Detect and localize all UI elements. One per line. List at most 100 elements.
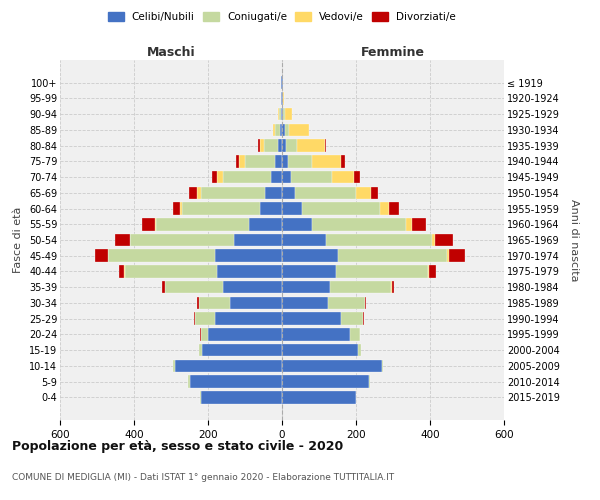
Bar: [156, 218, 249, 230]
Bar: [230, 296, 282, 309]
Bar: [369, 376, 370, 388]
Bar: [335, 265, 428, 278]
Bar: [190, 376, 282, 388]
Bar: [199, 296, 230, 309]
Bar: [279, 108, 281, 120]
Bar: [291, 171, 332, 183]
Bar: [217, 265, 282, 278]
Bar: [275, 155, 282, 168]
Bar: [236, 155, 239, 168]
Bar: [278, 140, 282, 152]
Bar: [173, 360, 175, 372]
Bar: [190, 186, 197, 199]
Bar: [223, 281, 282, 293]
Bar: [282, 234, 326, 246]
Bar: [239, 155, 245, 168]
Bar: [283, 92, 284, 104]
Bar: [200, 391, 282, 404]
Bar: [380, 202, 389, 215]
Bar: [125, 265, 217, 278]
Bar: [200, 328, 208, 340]
Bar: [371, 186, 378, 199]
Bar: [108, 250, 215, 262]
Bar: [281, 92, 282, 104]
Bar: [202, 344, 282, 356]
Bar: [389, 202, 398, 215]
Bar: [282, 171, 291, 183]
Bar: [429, 265, 436, 278]
Bar: [215, 250, 282, 262]
Bar: [446, 250, 449, 262]
Bar: [281, 76, 282, 89]
Bar: [249, 218, 282, 230]
Bar: [449, 250, 465, 262]
Y-axis label: Anni di nascita: Anni di nascita: [569, 198, 579, 281]
Bar: [302, 202, 380, 215]
Bar: [197, 186, 200, 199]
Bar: [166, 281, 223, 293]
Bar: [260, 202, 282, 215]
Bar: [325, 140, 326, 152]
Bar: [392, 281, 394, 293]
Bar: [282, 155, 287, 168]
Bar: [283, 108, 285, 120]
Bar: [432, 234, 435, 246]
Bar: [282, 108, 283, 120]
Bar: [208, 328, 282, 340]
Bar: [280, 124, 282, 136]
Bar: [282, 265, 335, 278]
Bar: [282, 296, 328, 309]
Bar: [428, 265, 429, 278]
Bar: [155, 218, 156, 230]
Bar: [199, 344, 202, 356]
Bar: [341, 312, 364, 325]
Bar: [162, 281, 166, 293]
Bar: [289, 124, 309, 136]
Bar: [311, 155, 341, 168]
Bar: [175, 360, 282, 372]
Bar: [282, 376, 369, 388]
Bar: [271, 171, 282, 183]
Bar: [328, 296, 365, 309]
Legend: Celibi/Nubili, Coniugati/e, Vedovi/e, Divorziati/e: Celibi/Nubili, Coniugati/e, Vedovi/e, Di…: [104, 8, 460, 26]
Bar: [295, 186, 356, 199]
Bar: [215, 312, 282, 325]
Bar: [282, 250, 337, 262]
Bar: [282, 202, 302, 215]
Text: COMUNE DI MEDIGLIA (MI) - Dati ISTAT 1° gennaio 2020 - Elaborazione TUTTITALIA.I: COMUNE DI MEDIGLIA (MI) - Dati ISTAT 1° …: [12, 473, 394, 482]
Bar: [350, 328, 360, 340]
Bar: [330, 281, 391, 293]
Text: Femmine: Femmine: [361, 46, 425, 59]
Bar: [115, 234, 130, 246]
Bar: [263, 140, 278, 152]
Bar: [188, 376, 190, 388]
Bar: [406, 218, 412, 230]
Bar: [95, 250, 108, 262]
Bar: [282, 140, 286, 152]
Bar: [130, 234, 234, 246]
Bar: [234, 234, 282, 246]
Bar: [281, 108, 282, 120]
Text: Maschi: Maschi: [146, 46, 196, 59]
Bar: [194, 312, 195, 325]
Bar: [435, 234, 454, 246]
Bar: [285, 124, 289, 136]
Bar: [354, 171, 360, 183]
Bar: [286, 140, 297, 152]
Bar: [282, 328, 350, 340]
Bar: [260, 140, 263, 152]
Bar: [245, 155, 275, 168]
Bar: [223, 171, 271, 183]
Bar: [173, 202, 180, 215]
Bar: [119, 265, 124, 278]
Bar: [282, 281, 330, 293]
Bar: [273, 124, 275, 136]
Bar: [282, 344, 358, 356]
Y-axis label: Fasce di età: Fasce di età: [13, 207, 23, 273]
Bar: [287, 155, 311, 168]
Bar: [282, 186, 295, 199]
Bar: [358, 344, 361, 356]
Bar: [341, 155, 345, 168]
Bar: [282, 391, 356, 404]
Bar: [282, 92, 283, 104]
